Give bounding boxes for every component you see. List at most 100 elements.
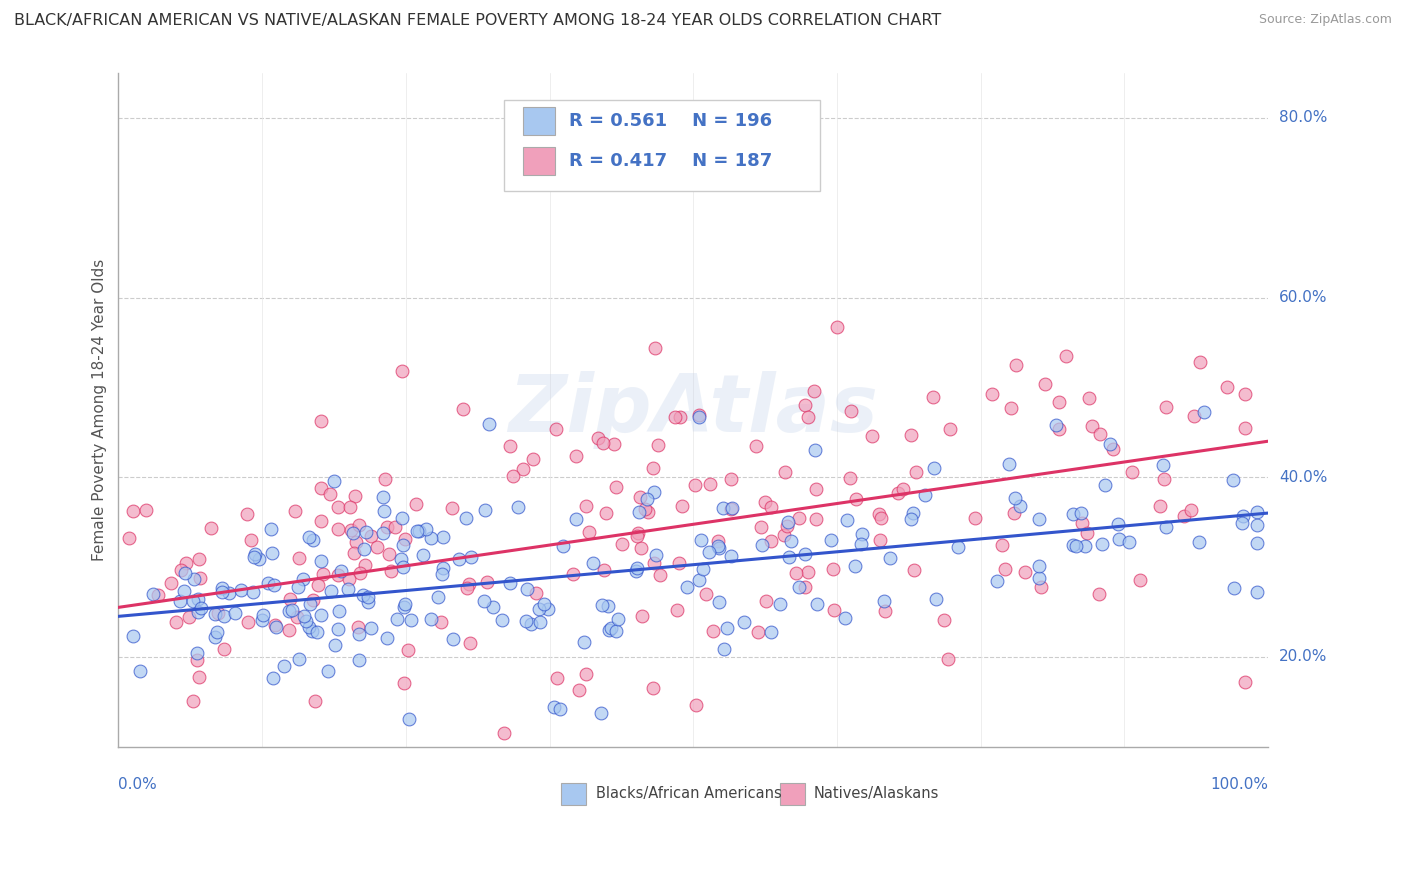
Point	[278, 592, 301, 607]
Bar	[523, 146, 555, 175]
Point	[122, 628, 145, 642]
Point	[605, 624, 627, 639]
Point	[591, 706, 613, 721]
Bar	[523, 107, 555, 136]
Text: 100.0%: 100.0%	[1211, 777, 1268, 792]
Text: Blacks/African Americans: Blacks/African Americans	[596, 786, 782, 801]
Point	[360, 529, 382, 543]
Point	[803, 442, 825, 457]
Point	[755, 593, 778, 607]
Point	[262, 546, 284, 560]
Point	[834, 611, 856, 625]
Point	[391, 511, 413, 525]
Point	[575, 666, 598, 681]
Point	[747, 625, 769, 640]
Point	[211, 581, 233, 595]
Point	[851, 526, 873, 541]
Point	[441, 632, 464, 647]
Point	[1234, 387, 1257, 401]
Point	[1154, 519, 1177, 533]
Point	[1062, 507, 1084, 521]
Point	[257, 575, 280, 590]
Point	[242, 585, 264, 599]
Point	[1108, 532, 1130, 546]
Point	[347, 517, 370, 532]
Point	[666, 603, 689, 617]
Point	[344, 489, 367, 503]
Point	[207, 606, 229, 620]
Point	[823, 561, 845, 575]
Point	[231, 582, 253, 597]
Point	[394, 597, 416, 611]
Point	[330, 564, 353, 578]
Point	[591, 598, 613, 612]
Point	[430, 566, 453, 581]
Text: 0.0%: 0.0%	[118, 777, 157, 792]
Point	[745, 439, 768, 453]
Point	[1149, 500, 1171, 514]
Point	[311, 414, 333, 428]
Point	[901, 506, 924, 520]
Point	[546, 422, 568, 436]
Point	[565, 449, 588, 463]
Point	[160, 576, 183, 591]
Point	[1033, 376, 1056, 391]
Point	[522, 452, 544, 467]
Point	[392, 538, 415, 552]
Point	[179, 610, 201, 624]
Point	[429, 615, 451, 629]
Point	[776, 516, 799, 530]
Point	[309, 607, 332, 622]
Point	[426, 590, 449, 604]
Point	[630, 541, 652, 556]
Point	[599, 621, 621, 635]
Point	[1246, 505, 1268, 519]
Point	[922, 390, 945, 404]
Point	[460, 550, 482, 565]
Point	[204, 607, 226, 621]
Point	[281, 603, 304, 617]
Point	[380, 564, 402, 578]
Point	[586, 431, 609, 445]
Point	[186, 646, 208, 660]
Point	[441, 500, 464, 515]
Point	[304, 694, 326, 708]
Point	[711, 500, 734, 515]
Point	[720, 472, 742, 486]
Point	[626, 564, 648, 578]
Point	[375, 631, 398, 645]
Point	[498, 439, 520, 453]
Text: ZipAtlas: ZipAtlas	[509, 371, 879, 449]
Text: 20.0%: 20.0%	[1279, 649, 1327, 665]
Point	[224, 606, 246, 620]
Point	[844, 559, 866, 574]
Point	[1180, 503, 1202, 517]
Point	[675, 580, 697, 594]
Point	[478, 417, 501, 432]
Point	[702, 624, 724, 638]
Point	[294, 608, 316, 623]
Point	[775, 466, 797, 480]
Point	[626, 529, 648, 543]
Text: 40.0%: 40.0%	[1279, 469, 1327, 484]
Point	[205, 624, 228, 639]
Point	[165, 615, 187, 629]
Point	[543, 700, 565, 714]
Point	[502, 468, 524, 483]
Point	[787, 511, 810, 525]
Point	[328, 500, 350, 515]
Point	[1121, 465, 1143, 479]
Point	[997, 457, 1019, 471]
Point	[1091, 537, 1114, 551]
Point	[1152, 458, 1174, 472]
Point	[200, 521, 222, 535]
Point	[806, 512, 828, 526]
Point	[991, 538, 1014, 552]
Point	[695, 587, 717, 601]
Point	[904, 465, 927, 479]
Point	[598, 623, 620, 637]
Point	[592, 435, 614, 450]
FancyBboxPatch shape	[503, 100, 820, 191]
Point	[512, 462, 534, 476]
Point	[914, 488, 936, 502]
